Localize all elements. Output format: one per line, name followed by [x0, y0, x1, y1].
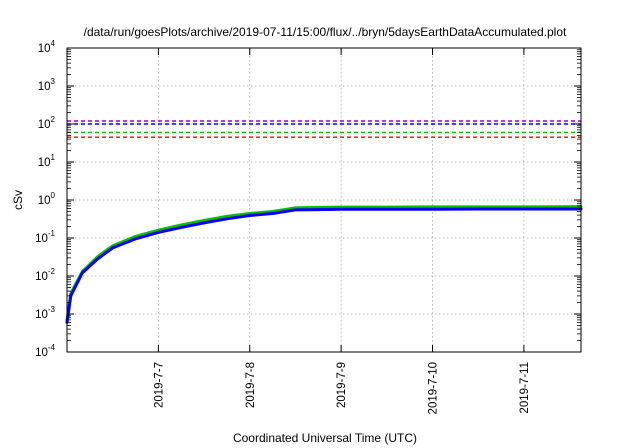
- x-tick-label: 2019-7-9: [336, 362, 348, 408]
- y-tick-label: 10-4: [35, 343, 55, 359]
- y-tick-label: 102: [38, 115, 56, 131]
- axis-ticks: [67, 47, 581, 353]
- threshold-lines: [67, 120, 581, 138]
- x-tick-labels: 2019-7-7 2019-7-8 2019-7-9 2019-7-10 2019-7-…: [153, 362, 531, 414]
- y-tick-labels: 10-4 10-3 10-2 10-1 100 101 102 103 104: [35, 39, 55, 359]
- grid: [67, 48, 581, 352]
- y-tick-label: 10-3: [35, 305, 55, 321]
- data-series: [65, 205, 583, 324]
- y-tick-label: 101: [38, 153, 56, 169]
- x-tick-label: 2019-7-11: [519, 362, 531, 414]
- x-tick-label: 2019-7-8: [245, 362, 257, 408]
- chart-title: /data/run/goesPlots/archive/2019-07-11/1…: [84, 25, 567, 39]
- y-tick-label: 10-1: [35, 229, 55, 245]
- y-tick-label: 100: [38, 191, 56, 207]
- series-line: [65, 207, 583, 324]
- y-axis-label: cSv: [11, 190, 25, 210]
- x-tick-label: 2019-7-7: [153, 362, 165, 408]
- x-axis-label: Coordinated Universal Time (UTC): [233, 431, 417, 445]
- y-tick-label: 103: [38, 77, 56, 93]
- y-tick-label: 104: [38, 39, 56, 55]
- y-tick-label: 10-2: [35, 267, 55, 283]
- series-line: [65, 205, 583, 322]
- x-tick-label: 2019-7-10: [428, 362, 440, 414]
